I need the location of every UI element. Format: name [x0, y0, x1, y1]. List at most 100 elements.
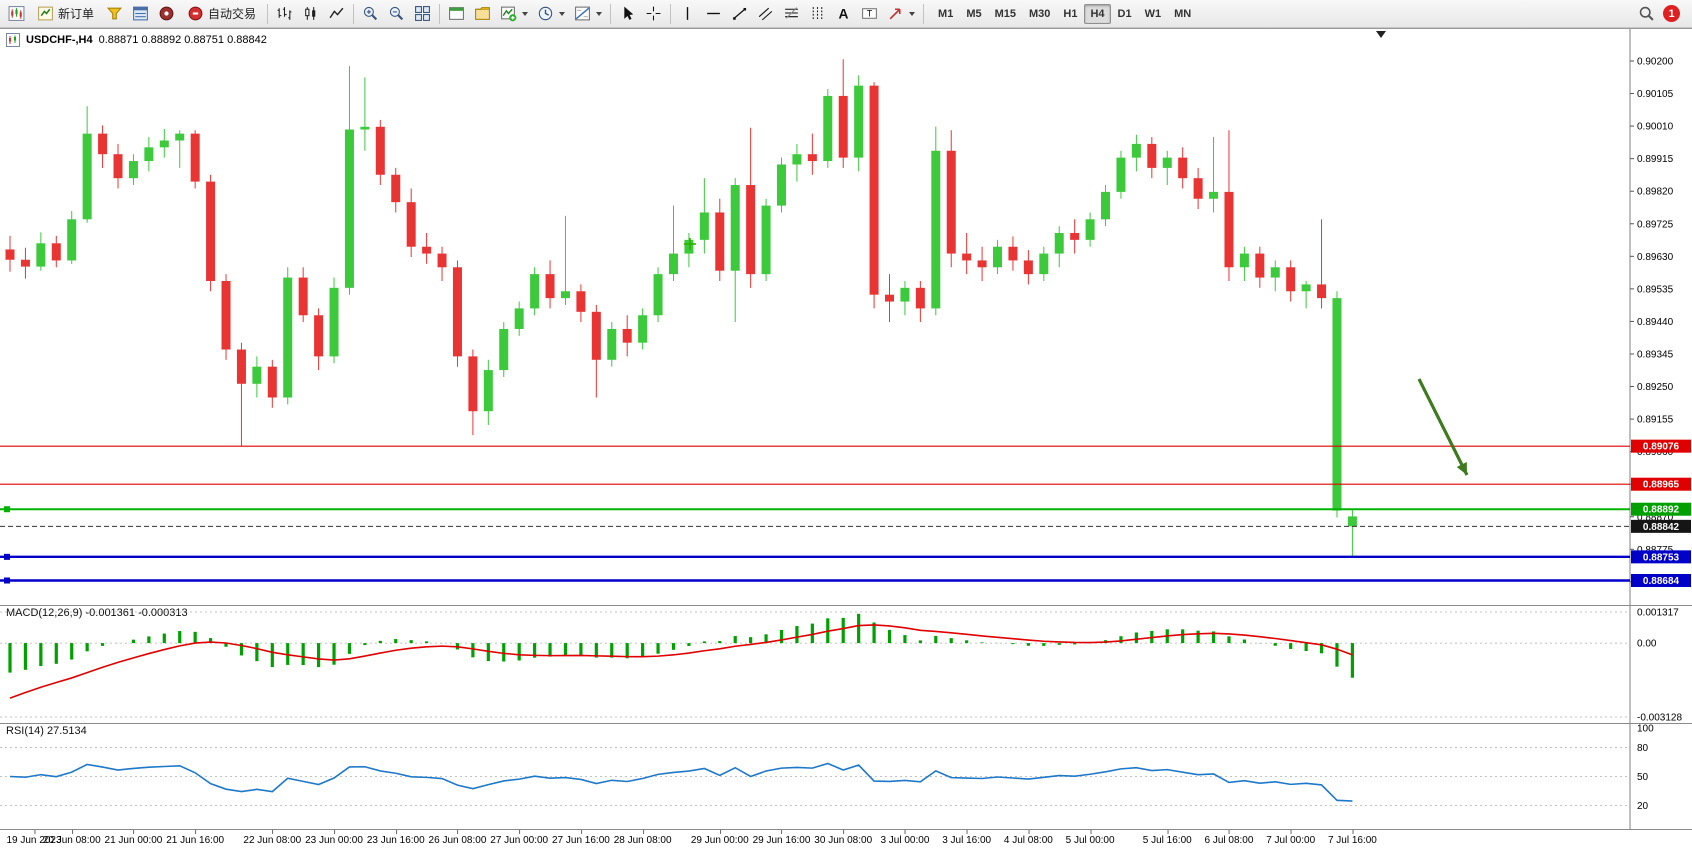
bars-icon — [277, 7, 292, 20]
open-chart-button[interactable] — [4, 3, 29, 25]
label-icon: T — [862, 8, 877, 19]
svg-text:0.89076: 0.89076 — [1643, 442, 1680, 453]
line-chart-icon — [329, 7, 344, 19]
time-label: 21 Jun 00:00 — [104, 830, 163, 846]
funnel-button[interactable] — [102, 3, 127, 25]
zoom-out-icon — [389, 6, 404, 21]
periods-button[interactable] — [533, 3, 569, 25]
chevron-down-icon — [596, 11, 603, 16]
funnel-icon — [106, 7, 123, 20]
toolbar-separator — [353, 3, 355, 24]
arrows-icon — [889, 8, 901, 20]
panel-divider[interactable] — [0, 605, 1692, 606]
price-badge-0.88753 — [1631, 550, 1691, 564]
svg-text:0.89440: 0.89440 — [1637, 317, 1674, 328]
svg-text:0.89345: 0.89345 — [1637, 349, 1674, 360]
timeframe-m30[interactable]: M30 — [1029, 7, 1051, 20]
fibonacci-button[interactable] — [779, 3, 804, 25]
new-window-button[interactable] — [444, 3, 469, 25]
time-label: 19 Jun 2023 — [6, 830, 62, 846]
timeframe-m5[interactable]: M5 — [966, 7, 982, 20]
panel-divider[interactable] — [0, 723, 1692, 724]
chart-symbol-icon — [6, 33, 20, 47]
time-label: 27 Jun 16:00 — [551, 830, 610, 846]
crosshair-button[interactable] — [641, 3, 666, 25]
toolbar-separator — [439, 3, 441, 24]
order-ticket-icon — [38, 6, 53, 21]
market-watch-button[interactable] — [128, 3, 153, 25]
macd-label: MACD(12,26,9) -0.001361 -0.000313 — [6, 607, 188, 619]
svg-text:-0.003128: -0.003128 — [1637, 713, 1682, 724]
toolbar-separator — [923, 3, 925, 24]
svg-text:T: T — [867, 9, 873, 19]
svg-text:0.89915: 0.89915 — [1637, 154, 1674, 165]
time-label: 29 Jun 16:00 — [752, 830, 811, 846]
zoom-in-icon — [363, 6, 378, 21]
timeframe-d1[interactable]: D1 — [1117, 7, 1132, 20]
notification-badge[interactable]: 1 — [1663, 5, 1680, 22]
timeframe-h4[interactable]: H4 — [1084, 3, 1111, 24]
timeframe-m1[interactable]: M1 — [938, 7, 954, 20]
timeframe-m15[interactable]: M15 — [994, 7, 1016, 20]
arrows-tool-button[interactable] — [883, 3, 919, 25]
macd-panel[interactable]: 0.001317 0.00 -0.003128 — [0, 606, 1692, 723]
trendline-button[interactable] — [727, 3, 752, 25]
channel-button[interactable] — [753, 3, 778, 25]
cursor-button[interactable] — [615, 3, 640, 25]
tile-windows-icon — [415, 6, 430, 21]
svg-text:0.89630: 0.89630 — [1637, 252, 1674, 263]
fibonacci-icon — [785, 7, 798, 19]
search-icon[interactable] — [1638, 5, 1655, 22]
vertical-line-button[interactable] — [675, 3, 700, 25]
chevron-down-icon — [559, 11, 566, 16]
templates-button[interactable] — [570, 3, 606, 25]
new-order-button[interactable]: 新订单 — [30, 3, 101, 25]
rsi-label: RSI(14) 27.5134 — [6, 725, 87, 737]
timeframe-w1[interactable]: W1 — [1144, 7, 1162, 20]
svg-text:0.89250: 0.89250 — [1637, 382, 1674, 393]
timeframe-mn[interactable]: MN — [1174, 7, 1192, 20]
time-axis[interactable]: 19 Jun 2023 20 Jun 08:00 21 Jun 00:00 21 Ju… — [0, 830, 1692, 850]
periods-clock-icon — [538, 6, 553, 21]
auto-trading-button[interactable]: 自动交易 — [180, 3, 263, 25]
zoom-in-button[interactable] — [358, 3, 383, 25]
text-tool-button[interactable]: A — [831, 3, 856, 25]
horizontal-line-button[interactable] — [701, 3, 726, 25]
profiles-button[interactable] — [470, 3, 495, 25]
cycles-button[interactable] — [805, 3, 830, 25]
price-badge-0.88965 — [1631, 477, 1691, 491]
panel-divider[interactable] — [0, 829, 1692, 830]
tile-windows-button[interactable] — [410, 3, 435, 25]
history-center-button[interactable] — [154, 3, 179, 25]
timeframe-h1[interactable]: H1 — [1063, 7, 1078, 20]
chart-line-button[interactable] — [324, 3, 349, 25]
time-label: 29 Jun 00:00 — [690, 830, 749, 846]
trend-arrow-annotation[interactable] — [1417, 378, 1469, 476]
time-label: 28 Jun 08:00 — [613, 830, 672, 846]
svg-text:A: A — [839, 5, 849, 21]
chart-window: USDCHF-,H4 0.88871 0.88892 0.88751 0.888… — [0, 28, 1692, 850]
history-center-icon — [159, 6, 174, 21]
time-label: 23 Jun 16:00 — [366, 830, 425, 846]
rsi-panel[interactable]: 100 80 50 20 — [0, 724, 1692, 829]
channel-icon — [758, 7, 773, 21]
toolbar-separator — [670, 3, 672, 24]
vertical-line-icon — [686, 7, 689, 20]
svg-text:0.90105: 0.90105 — [1637, 89, 1674, 100]
time-label: 5 Jul 16:00 — [1142, 830, 1192, 846]
price-chart-panel[interactable]: 0.90200 0.90105 0.90010 0.89915 0.89820 0.897… — [0, 29, 1692, 605]
chart-bars-button[interactable] — [272, 3, 297, 25]
label-tool-button[interactable]: T — [857, 3, 882, 25]
time-label: 23 Jun 00:00 — [305, 830, 363, 846]
timeframe-group: M1 M5 M15 M30 H1 H4 D1 W1 MN — [932, 3, 1197, 24]
time-label: 22 Jun 08:00 — [243, 830, 302, 846]
chart-shift-marker[interactable] — [1376, 31, 1386, 38]
chart-candles-button[interactable] — [298, 3, 323, 25]
main-toolbar: 新订单 自动交易 — [0, 0, 1692, 28]
indicators-button[interactable] — [496, 3, 532, 25]
price-badge-0.88842 — [1631, 519, 1691, 533]
zoom-out-button[interactable] — [384, 3, 409, 25]
svg-text:20: 20 — [1637, 801, 1649, 812]
time-label: 7 Jul 16:00 — [1327, 830, 1377, 846]
chart-header: USDCHF-,H4 0.88871 0.88892 0.88751 0.888… — [6, 33, 267, 47]
